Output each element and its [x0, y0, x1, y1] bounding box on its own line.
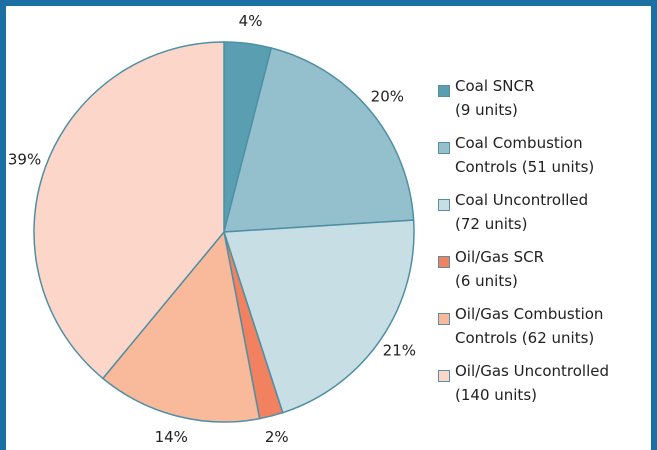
pie-slice — [33, 41, 225, 380]
legend-swatch — [438, 256, 450, 268]
data-label: 14% — [155, 428, 188, 446]
legend-item: Coal Combustion Controls (51 units) — [438, 134, 609, 194]
data-label: 2% — [265, 428, 289, 446]
data-label: 4% — [239, 12, 263, 30]
legend-swatch — [438, 85, 450, 97]
legend-label: Coal Uncontrolled (72 units) — [455, 191, 589, 233]
data-label: 20% — [371, 87, 404, 105]
legend-item: Coal SNCR (9 units) — [438, 77, 609, 137]
data-label: 39% — [8, 151, 41, 169]
legend-swatch — [438, 199, 450, 211]
legend-item: Oil/Gas Uncontrolled (140 units) — [438, 362, 609, 422]
pie-slice — [223, 47, 415, 233]
legend-label: Coal Combustion Controls (51 units) — [455, 134, 595, 176]
legend-item: Oil/Gas Combustion Controls (62 units) — [438, 305, 609, 365]
legend-label: Oil/Gas Combustion Controls (62 units) — [455, 305, 604, 347]
data-label: 21% — [383, 342, 416, 360]
legend-swatch — [438, 142, 450, 154]
pie-slice — [222, 219, 415, 414]
legend-label: Oil/Gas SCR (6 units) — [455, 248, 545, 290]
pie-slice — [101, 230, 261, 423]
legend-swatch — [438, 313, 450, 325]
legend-item: Oil/Gas SCR (6 units) — [438, 248, 609, 308]
legend-label: Coal SNCR (9 units) — [455, 77, 535, 119]
legend-item: Coal Uncontrolled (72 units) — [438, 191, 609, 251]
legend-label: Oil/Gas Uncontrolled (140 units) — [455, 362, 609, 404]
legend: Coal SNCR (9 units) Coal Combustion Contr… — [438, 77, 609, 422]
pie-area: 4% 20% 21% 2% 14% 39% — [8, 12, 416, 446]
legend-swatch — [438, 370, 450, 382]
